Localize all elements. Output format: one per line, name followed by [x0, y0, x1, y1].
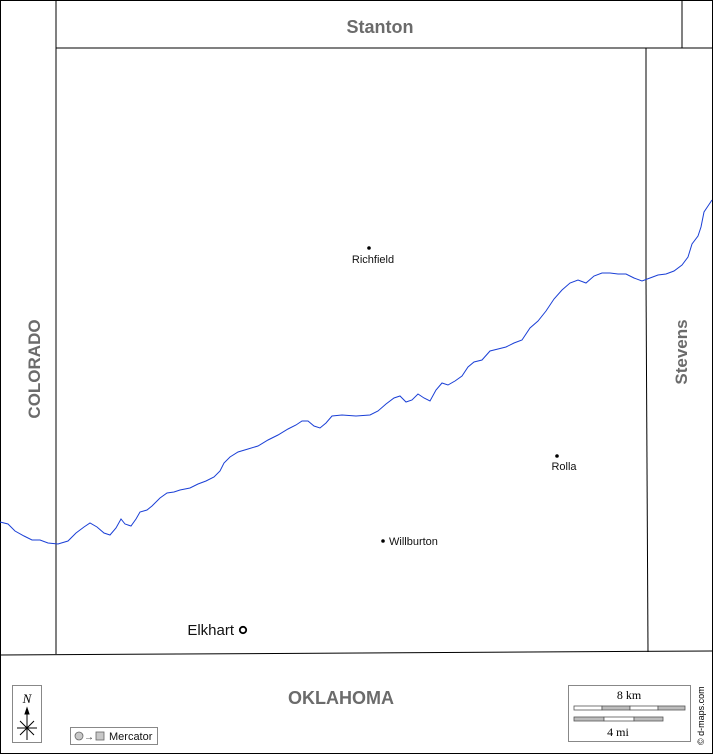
region-label-east: Stevens	[672, 319, 691, 384]
river	[0, 199, 713, 545]
town-marker	[381, 539, 385, 543]
scale-mi-bar	[573, 716, 664, 722]
projection-box: → Mercator	[70, 727, 158, 745]
scale-km-label: 8 km	[617, 688, 642, 702]
compass-north-letter: N	[22, 691, 33, 706]
globe-icon	[74, 731, 84, 741]
map-sheet-icon	[95, 731, 105, 741]
projection-arrow: →	[84, 732, 94, 743]
town-willburton: Willburton	[381, 536, 438, 548]
town-marker	[555, 454, 559, 458]
boundary-lines	[0, 0, 713, 656]
compass-box: N	[12, 685, 42, 743]
town-label: Richfield	[352, 254, 394, 266]
county-seat-marker	[238, 625, 248, 635]
scale-km-bar	[573, 705, 686, 711]
scale-frame	[568, 685, 691, 742]
oklahoma-state-line	[0, 650, 713, 656]
scale-mi-label: 4 mi	[607, 725, 629, 739]
town-richfield: Richfield	[352, 246, 394, 266]
town-label: Willburton	[389, 536, 438, 548]
region-label-west: COLORADO	[25, 319, 44, 418]
projection-label: Mercator	[109, 731, 153, 743]
town-marker	[367, 246, 371, 250]
scale-bar: 8 km 4 mi	[568, 685, 691, 742]
town-label: Elkhart	[187, 622, 235, 639]
town-rolla: Rolla	[551, 454, 577, 473]
compass-rose-icon	[17, 706, 37, 740]
town-elkhart: Elkhart	[187, 622, 248, 639]
region-label-south: OKLAHOMA	[288, 688, 394, 708]
region-label-north: Stanton	[347, 17, 414, 37]
projection-frame	[70, 727, 158, 745]
copyright-credit: © d-maps.com	[696, 686, 706, 745]
town-label: Rolla	[551, 461, 577, 473]
stevens-county-line-lower	[645, 279, 649, 653]
